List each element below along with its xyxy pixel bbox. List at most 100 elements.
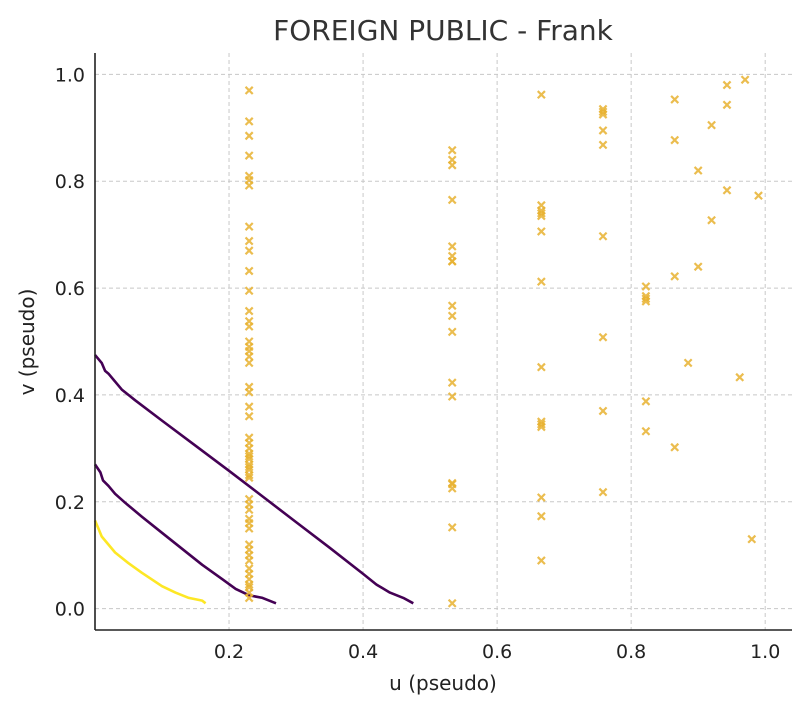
y-axis-label: v (pseudo) — [15, 289, 39, 396]
data-point — [722, 185, 732, 195]
data-point — [447, 160, 457, 170]
data-point — [244, 181, 254, 190]
data-point — [598, 107, 608, 117]
data-point — [244, 505, 254, 515]
x-tick-label: 0.8 — [616, 641, 646, 663]
data-point — [735, 372, 745, 382]
x-tick-label: 0.4 — [348, 641, 378, 663]
data-point — [447, 478, 457, 488]
data-point — [244, 556, 254, 565]
data-point — [244, 470, 254, 480]
data-point — [536, 362, 546, 372]
chart-title: FOREIGN PUBLIC - Frank — [273, 14, 613, 47]
data-point — [598, 231, 608, 241]
data-point — [670, 95, 680, 104]
data-point — [244, 462, 254, 472]
data-point — [244, 306, 254, 316]
data-point — [740, 75, 750, 85]
curve-1 — [93, 463, 277, 605]
data-point — [244, 411, 254, 421]
x-axis-label: u (pseudo) — [389, 671, 497, 695]
data-point — [244, 236, 254, 246]
data-point — [244, 451, 254, 461]
x-tick-label: 1.0 — [750, 641, 780, 663]
data-point — [244, 593, 254, 603]
data-point — [536, 211, 546, 221]
y-tick-label: 0.0 — [55, 599, 85, 621]
data-point — [447, 523, 457, 532]
data-point — [598, 332, 608, 342]
data-point — [447, 145, 457, 155]
data-point — [722, 100, 732, 110]
data-point — [244, 131, 254, 141]
data-point — [244, 246, 254, 256]
y-tick-label: 0.2 — [55, 492, 85, 514]
data-point — [670, 135, 680, 145]
y-tick-label: 1.0 — [55, 64, 85, 86]
data-point — [244, 86, 254, 95]
data-point — [598, 487, 608, 497]
y-tick-label: 0.4 — [55, 385, 85, 407]
data-point — [598, 140, 608, 150]
data-point — [244, 443, 254, 453]
data-point — [244, 580, 254, 589]
data-point — [598, 110, 608, 119]
data-point — [244, 402, 254, 412]
data-point — [536, 277, 546, 287]
data-point — [244, 473, 254, 483]
data-point — [693, 166, 703, 175]
data-point — [447, 195, 457, 205]
data-point — [244, 387, 254, 397]
data-point — [244, 286, 254, 296]
data-point — [447, 256, 457, 266]
x-tick-label: 0.6 — [482, 641, 512, 663]
data-point — [244, 222, 254, 232]
data-point — [447, 301, 457, 311]
grid-lines — [95, 53, 792, 630]
data-point — [641, 396, 651, 406]
data-point — [536, 419, 546, 429]
data-point — [447, 598, 457, 608]
data-point — [536, 493, 546, 502]
data-point — [670, 271, 680, 281]
y-tick-label: 0.8 — [55, 171, 85, 193]
data-point — [641, 297, 651, 306]
data-point — [244, 358, 254, 368]
data-point — [536, 90, 546, 100]
curve-2 — [93, 519, 207, 605]
data-point — [447, 242, 457, 251]
data-point — [244, 266, 254, 276]
data-point — [641, 282, 651, 291]
data-point — [447, 327, 457, 337]
data-point — [244, 494, 254, 504]
data-point — [447, 392, 457, 401]
data-point — [244, 117, 254, 126]
data-point — [536, 556, 546, 565]
data-point — [683, 358, 693, 368]
data-point — [244, 352, 254, 361]
axes — [94, 53, 792, 631]
data-point — [747, 534, 757, 544]
data-point — [598, 126, 608, 135]
data-point — [707, 215, 716, 225]
data-point — [670, 442, 680, 452]
data-point — [536, 208, 546, 218]
data-point — [641, 294, 651, 304]
data-point — [244, 151, 254, 160]
data-point — [598, 406, 608, 416]
tick-labels: 0.2 0.4 0.6 0.8 1.0 0.0 0.2 0.4 0.6 0.8 1.0 — [55, 64, 781, 663]
y-tick-label: 0.6 — [55, 278, 85, 300]
curve-0 — [94, 354, 414, 605]
data-point — [244, 322, 254, 331]
data-point — [754, 191, 763, 201]
x-tick-label: 0.2 — [214, 641, 244, 663]
data-point — [722, 80, 732, 90]
data-point — [707, 120, 716, 130]
data-point — [536, 511, 546, 521]
data-point — [536, 227, 546, 236]
data-point — [447, 311, 457, 321]
data-point — [693, 262, 703, 272]
data-point — [447, 378, 457, 388]
data-point — [641, 426, 651, 436]
